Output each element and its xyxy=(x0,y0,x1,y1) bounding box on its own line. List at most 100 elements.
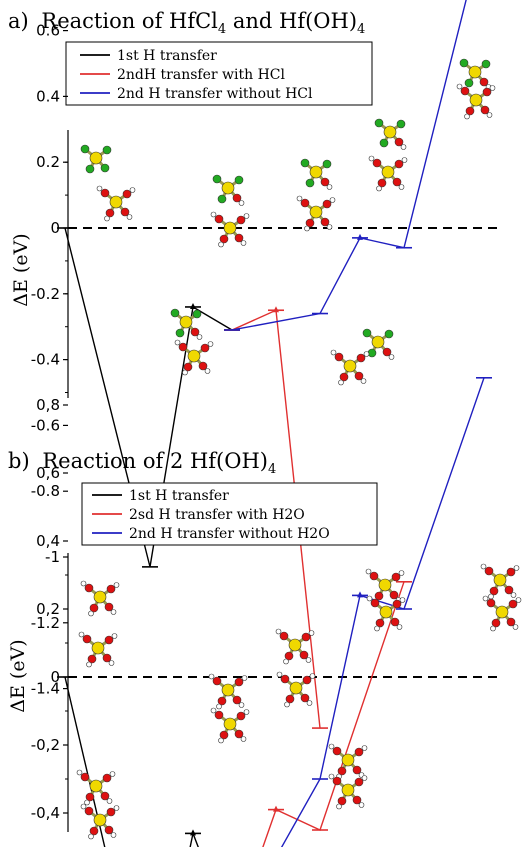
oxygen-atom xyxy=(489,586,499,596)
hafnium-atom xyxy=(109,195,123,209)
chlorine-atom xyxy=(362,328,372,338)
hydrogen-atom xyxy=(84,799,90,806)
oxygen-atom xyxy=(337,796,347,806)
hydrogen-atom xyxy=(110,832,117,838)
hydrogen-atom xyxy=(174,339,181,346)
hydrogen-atom xyxy=(104,215,110,222)
oxygen-atom xyxy=(508,599,518,609)
hydrogen-atom xyxy=(399,597,406,603)
panel-a-title-sub1: 4 xyxy=(218,22,226,37)
hydrogen-atom xyxy=(182,369,188,376)
oxygen-atom xyxy=(484,566,494,576)
hydrogen-atom xyxy=(513,565,520,571)
hafnium-atom xyxy=(341,783,355,797)
y-tick-label: -0.4 xyxy=(31,351,60,369)
chlorine-atom xyxy=(175,328,185,338)
oxygen-atom xyxy=(394,137,404,147)
oxygen-atom xyxy=(106,807,116,817)
panel-a-label: a) xyxy=(8,9,29,33)
hydrogen-atom xyxy=(78,631,85,638)
oxygen-atom xyxy=(480,105,490,115)
chlorine-atom xyxy=(80,144,90,154)
chlorine-atom xyxy=(396,119,406,129)
oxygen-atom xyxy=(354,747,364,757)
y-tick-label: 0,2 xyxy=(36,600,60,618)
hydrogen-atom xyxy=(482,595,489,602)
hafnium-atom xyxy=(223,221,237,235)
oxygen-atom xyxy=(178,342,188,352)
panel-a-ylabel: ΔE (eV) xyxy=(10,233,32,306)
hydrogen-atom xyxy=(328,743,335,750)
y-tick-label: -1.2 xyxy=(31,614,60,632)
oxygen-atom xyxy=(354,371,364,381)
hafnium-atom xyxy=(309,165,323,179)
hydrogen-atom xyxy=(113,582,120,588)
oxygen-atom xyxy=(389,590,399,600)
oxygen-atom xyxy=(190,327,200,337)
hafnium-atom xyxy=(93,590,107,604)
y-tick-label: 0,6 xyxy=(36,464,60,482)
hydrogen-atom xyxy=(326,184,333,190)
oxygen-atom xyxy=(232,695,242,705)
oxygen-atom xyxy=(104,602,114,612)
hydrogen-atom xyxy=(512,624,519,630)
hydrogen-atom xyxy=(365,568,372,575)
series-line-2 xyxy=(262,581,405,847)
hafnium-atom xyxy=(381,165,395,179)
hydrogen-atom xyxy=(401,157,408,163)
oxygen-atom xyxy=(482,87,492,97)
hydrogen-atom xyxy=(210,707,217,714)
hydrogen-atom xyxy=(374,625,380,632)
hydrogen-atom xyxy=(129,187,136,193)
hydrogen-atom xyxy=(376,185,382,192)
oxygen-atom xyxy=(236,215,246,225)
y-tick-label: -0,2 xyxy=(31,736,60,754)
hydrogen-atom xyxy=(305,657,312,663)
panel-b-title-main: Reaction of 2 Hf(OH) xyxy=(42,449,268,473)
hydrogen-atom xyxy=(108,660,115,666)
hydrogen-atom xyxy=(368,155,375,162)
transition-state-marker xyxy=(357,233,363,240)
chlorine-atom xyxy=(234,175,244,185)
hydrogen-atom xyxy=(326,224,333,230)
hydrogen-atom xyxy=(88,610,94,617)
hydrogen-atom xyxy=(308,630,315,636)
hydrogen-atom xyxy=(400,144,407,150)
hydrogen-atom xyxy=(86,661,92,668)
oxygen-atom xyxy=(198,361,208,371)
chlorine-atom xyxy=(192,309,202,319)
oxygen-atom xyxy=(217,696,227,706)
oxygen-atom xyxy=(391,572,401,582)
panel-b-legend: 1st H transfer 2sd H transfer with H2O 2… xyxy=(81,482,378,546)
oxygen-atom xyxy=(214,214,224,224)
hydrogen-atom xyxy=(218,241,224,248)
hafnium-atom xyxy=(378,578,392,592)
hafnium-atom xyxy=(371,335,385,349)
molecule-structures xyxy=(76,58,522,840)
oxygen-atom xyxy=(285,694,295,704)
hafnium-atom xyxy=(309,205,323,219)
hafnium-atom xyxy=(341,753,355,767)
oxygen-atom xyxy=(392,599,402,609)
oxygen-atom xyxy=(332,776,342,786)
hydrogen-atom xyxy=(218,737,224,744)
oxygen-atom xyxy=(102,653,112,663)
oxygen-atom xyxy=(300,198,310,208)
y-tick-label: 0.2 xyxy=(36,153,60,171)
oxygen-atom xyxy=(234,677,244,687)
chlorine-atom xyxy=(322,159,332,169)
oxygen-atom xyxy=(479,77,489,87)
hydrogen-atom xyxy=(329,197,336,203)
oxygen-atom xyxy=(332,746,342,756)
chlorine-atom xyxy=(170,308,180,318)
transition-state-marker xyxy=(190,302,196,309)
hydrogen-atom xyxy=(480,563,487,570)
oxygen-atom xyxy=(106,584,116,594)
hafnium-atom xyxy=(469,93,483,107)
oxygen-atom xyxy=(320,217,330,227)
hydrogen-atom xyxy=(486,112,493,118)
chlorine-atom xyxy=(379,138,389,148)
oxygen-atom xyxy=(89,603,99,613)
chlorine-atom xyxy=(102,145,112,155)
legend-box xyxy=(65,41,373,106)
